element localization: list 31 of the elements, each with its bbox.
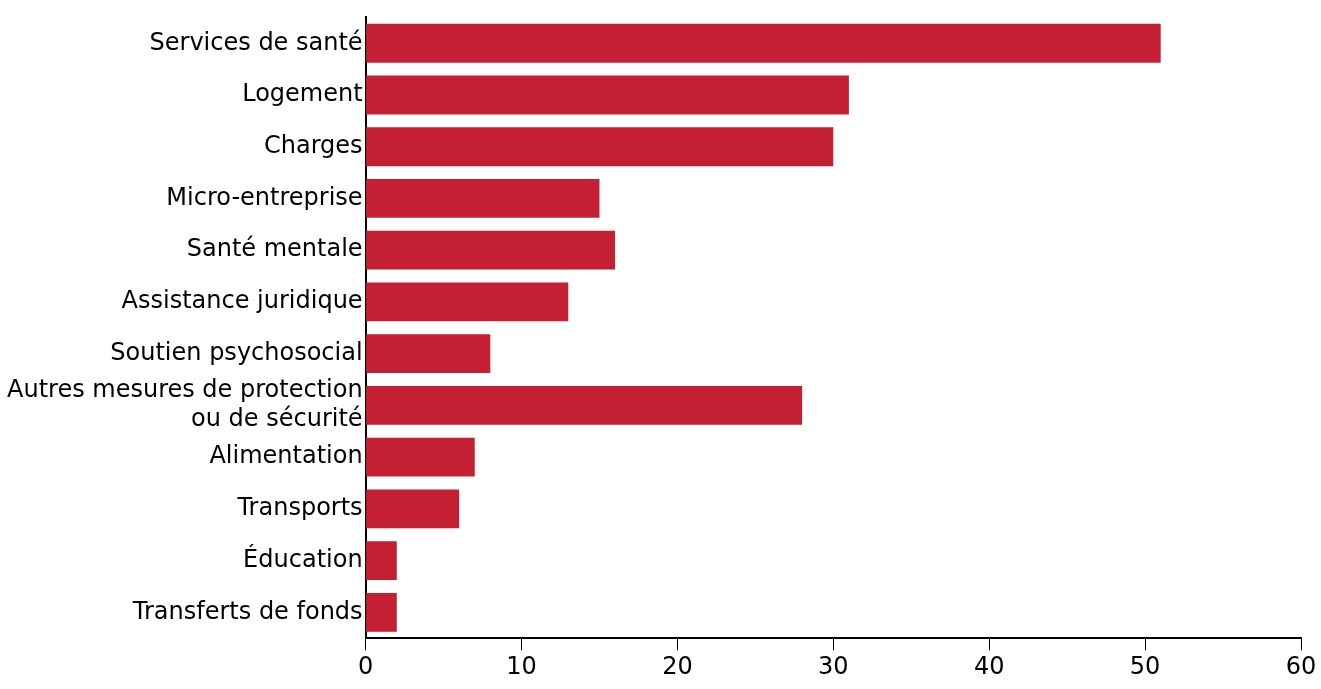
- x-tick-label: 60: [1285, 651, 1317, 680]
- x-tick-label: 50: [1129, 651, 1161, 680]
- y-tick-label: Transports: [236, 493, 363, 522]
- x-tick-label: 10: [506, 651, 537, 680]
- y-tick-label: Éducation: [243, 543, 363, 573]
- y-tick-label: Micro-entreprise: [166, 182, 363, 211]
- bar: [366, 282, 569, 322]
- bar: [366, 75, 849, 115]
- x-tick-label: 0: [357, 651, 374, 680]
- bar: [366, 489, 460, 529]
- y-tick-label: Logement: [242, 79, 363, 108]
- bar: [366, 230, 616, 270]
- bar: [366, 437, 475, 477]
- x-tick-label: 30: [818, 651, 849, 680]
- y-tick-label: Soutien psychosocial: [110, 337, 363, 366]
- y-tick-label: Services de santé: [149, 27, 363, 56]
- y-tick-label: Charges: [263, 130, 363, 159]
- y-tick-label: Transferts de fonds: [131, 596, 363, 625]
- bar: [366, 541, 397, 580]
- bar: [366, 592, 397, 632]
- bar: [366, 23, 1161, 63]
- bar: [366, 179, 600, 218]
- bar: [366, 127, 834, 167]
- x-tick-label: 20: [662, 651, 693, 680]
- y-tick-label: Assistance juridique: [121, 286, 363, 315]
- y-tick-label: Santé mentale: [186, 234, 363, 263]
- x-tick-label: 40: [973, 651, 1005, 680]
- y-tick-label: Autres mesures de protection ou de sécurité: [7, 375, 363, 433]
- bar: [366, 334, 491, 374]
- bar: [366, 386, 803, 425]
- y-tick-label: Alimentation: [209, 441, 363, 470]
